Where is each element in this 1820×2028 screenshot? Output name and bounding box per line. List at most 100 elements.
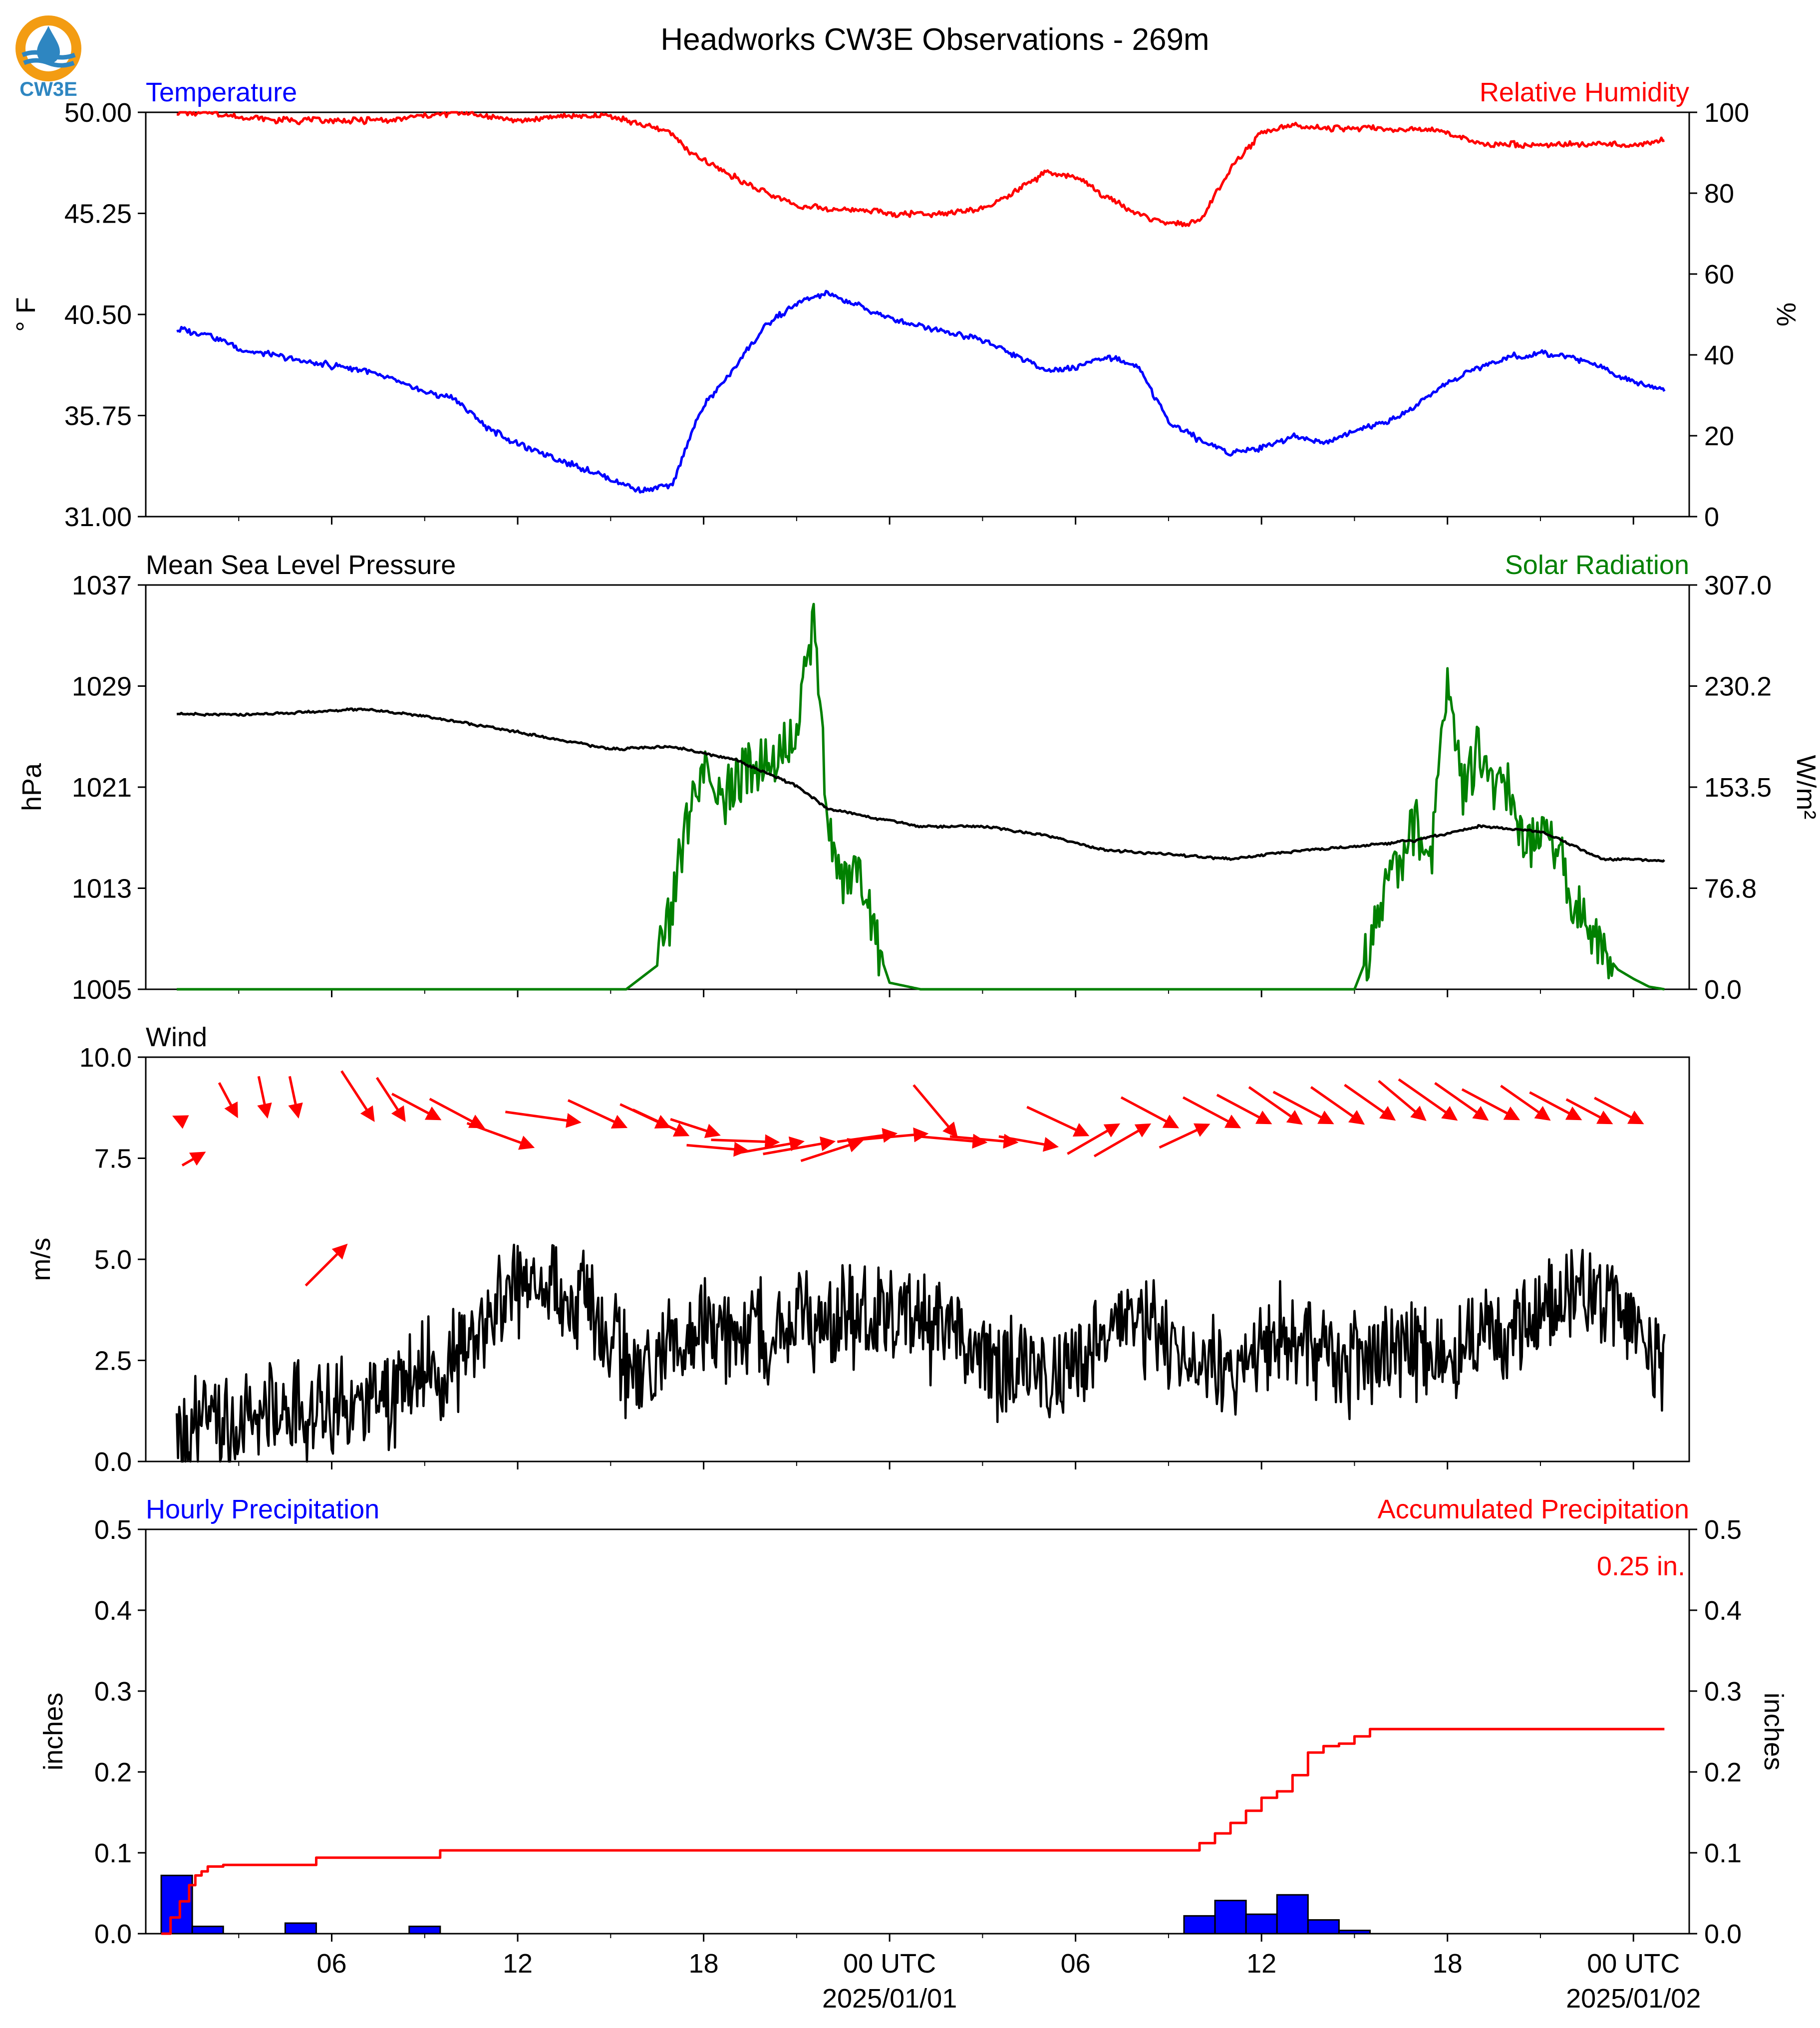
- temperature-title: Temperature: [146, 77, 297, 107]
- chart_data.0-ytick-right-label: 60: [1704, 260, 1734, 290]
- chart_data.0-ytick-label: 50.00: [64, 98, 132, 128]
- wind-arrow: [686, 1142, 749, 1157]
- chart_data.1-ytick-right-label: 153.5: [1704, 773, 1772, 803]
- chart_data.1-ytick-label: 1013: [72, 874, 132, 904]
- x-tick-label: 18: [1433, 1949, 1463, 1979]
- wind-arrow: [736, 1136, 805, 1155]
- x-tick-label: 12: [503, 1949, 533, 1979]
- logo-ring: [15, 15, 81, 81]
- chart_data.3-ytick-label: 0.1: [94, 1838, 132, 1868]
- wind-arrow: [218, 1082, 238, 1119]
- chart_data.1-ytick-label: 1037: [72, 571, 132, 600]
- chart_data.0-ytick-right-label: 20: [1704, 421, 1734, 451]
- wind-arrow: [711, 1134, 780, 1150]
- chart_data.0-ytick-label: 35.75: [64, 401, 132, 431]
- chart_data.3-ytick-right-label: 0.3: [1704, 1677, 1742, 1707]
- chart_data.1-ytick-right-label: 76.8: [1704, 874, 1757, 904]
- wind-speed-line: [175, 1243, 1666, 1463]
- wind-axis-label: m/s: [26, 1238, 56, 1281]
- wind-arrow: [837, 1128, 898, 1143]
- logo-label: CW3E: [19, 78, 77, 100]
- chart_data.1-ytick-label: 1021: [72, 773, 132, 803]
- plot-frame: [145, 111, 1690, 518]
- x-tick-label: 06: [316, 1949, 346, 1979]
- chart_data.1-ytick-right-label: 307.0: [1704, 571, 1772, 600]
- wind-arrow: [1216, 1094, 1272, 1125]
- wind-arrow: [1344, 1084, 1396, 1121]
- wind-arrow: [670, 1118, 721, 1138]
- x-axis-labels: 06 12 18 00 UTC 2025/01/01 06 12 18 00 UTC 2025/0…: [316, 1949, 1701, 2014]
- wind-arrow: [998, 1135, 1059, 1152]
- chart_data.1-ytick-label: 1005: [72, 975, 132, 1005]
- wind-arrow: [1434, 1082, 1489, 1121]
- chart_data.1-ytick-right-label: 0.0: [1704, 975, 1742, 1005]
- pressure-line: [176, 707, 1665, 863]
- wind-arrow: [1248, 1086, 1303, 1125]
- chart_data.2-ytick-label: 5.0: [94, 1245, 132, 1275]
- chart_data.3-ytick-label: 0.2: [94, 1757, 132, 1787]
- precip-bar: [1245, 1913, 1278, 1935]
- wind-arrow: [429, 1098, 485, 1129]
- wind-arrow: [852, 1127, 929, 1143]
- wind-arrow: [763, 1136, 836, 1156]
- chart_data.0-ytick-label: 40.50: [64, 300, 132, 330]
- precip-bar: [408, 1925, 441, 1935]
- chart_data.3-ytick-right-label: 0.0: [1704, 1919, 1742, 1949]
- wind-arrow: [1565, 1098, 1613, 1125]
- precip-bar: [1307, 1919, 1340, 1935]
- wind-arrow: [949, 1134, 1019, 1149]
- hourly-precip-title: Hourly Precipitation: [146, 1494, 379, 1524]
- chart_data.0-ytick-right-label: 40: [1704, 340, 1734, 370]
- chart_data.3-ytick-right-label: 0.1: [1704, 1838, 1742, 1868]
- temperature-axis-label: ° F: [11, 297, 41, 332]
- cw3e-logo: CW3E: [15, 15, 81, 100]
- x-tick-date-label: 2025/01/01: [822, 1984, 957, 2014]
- wind-panel: 10.0 7.5 5.0 2.5 0.0 Wind m/s: [26, 1022, 1690, 1477]
- accum-axis-label: inches: [1759, 1693, 1789, 1770]
- chart_data.0-ytick-right-label: 80: [1704, 179, 1734, 209]
- chart_data.0-ytick-label: 45.25: [64, 199, 132, 229]
- wind-arrow: [1461, 1088, 1520, 1121]
- wind-arrow: [1529, 1091, 1582, 1121]
- wind-arrow: [172, 1115, 189, 1129]
- wind-arrow: [800, 1138, 864, 1162]
- chart_data.3-ytick-label: 0.4: [94, 1596, 132, 1626]
- wind-arrow: [375, 1077, 406, 1122]
- wind-arrow: [1378, 1080, 1427, 1121]
- wind-arrow: [1159, 1123, 1211, 1149]
- figure-title: Headworks CW3E Observations - 269m: [660, 22, 1209, 57]
- precip-bar: [1183, 1915, 1216, 1935]
- chart_data.3-ytick-label: 0.5: [94, 1515, 132, 1545]
- logo-wave: [23, 58, 75, 68]
- pressure-title: Mean Sea Level Pressure: [146, 550, 456, 580]
- wind-arrow: [505, 1111, 582, 1128]
- precip-bar: [1338, 1930, 1371, 1935]
- x-tick-date-label: 2025/01/02: [1566, 1984, 1701, 2014]
- plot-frame: [145, 1056, 1690, 1462]
- precip-bar: [284, 1922, 317, 1935]
- wind-arrow: [918, 1134, 988, 1149]
- wind-arrow: [1594, 1097, 1644, 1125]
- chart_data.3-ytick-right-label: 0.2: [1704, 1757, 1742, 1787]
- relative-humidity-title: Relative Humidity: [1480, 77, 1689, 107]
- logo-wave: [21, 50, 76, 60]
- chart_data.2-ytick-label: 10.0: [79, 1043, 132, 1073]
- chart_data.2-ytick-label: 2.5: [94, 1346, 132, 1376]
- wind-arrow: [567, 1099, 628, 1129]
- wind-arrow: [1182, 1096, 1241, 1129]
- precip-bar: [1214, 1900, 1247, 1935]
- precip-axis-label: inches: [38, 1693, 68, 1770]
- humidity-axis-label: %: [1771, 302, 1801, 326]
- relative-humidity-line: [177, 111, 1665, 228]
- chart_data.3-ytick-label: 0.0: [94, 1919, 132, 1949]
- x-tick-label: 12: [1246, 1949, 1276, 1979]
- wind-arrow: [1398, 1078, 1458, 1121]
- x-tick-label: 06: [1061, 1949, 1091, 1979]
- plot-frame: [145, 584, 1690, 990]
- wind-arrow: [340, 1070, 375, 1122]
- wind-arrow: [304, 1243, 348, 1287]
- chart_data.3-ytick-right-label: 0.4: [1704, 1596, 1742, 1626]
- wind-arrow: [1310, 1086, 1365, 1125]
- precipitation-panel: 0.5 0.4 0.3 0.2 0.1 0.0 0.5 0.4 0.3 0.2 0.1 0.0 Hour…: [38, 1494, 1789, 1949]
